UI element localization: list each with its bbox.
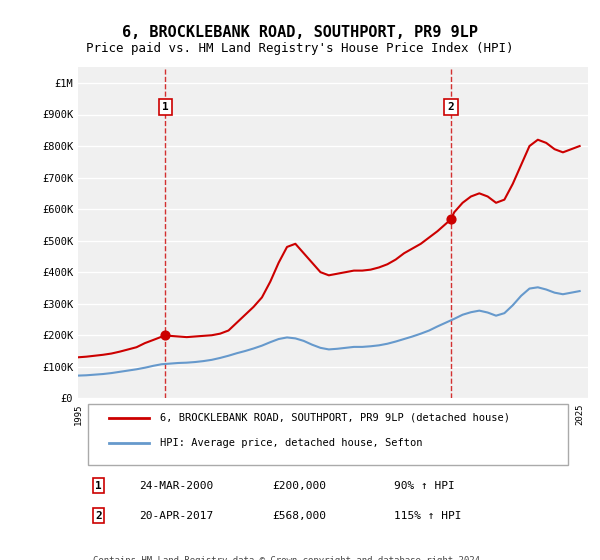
Text: £568,000: £568,000 bbox=[272, 511, 326, 521]
Text: 24-MAR-2000: 24-MAR-2000 bbox=[139, 480, 214, 491]
Text: 1: 1 bbox=[95, 480, 102, 491]
Text: 6, BROCKLEBANK ROAD, SOUTHPORT, PR9 9LP (detached house): 6, BROCKLEBANK ROAD, SOUTHPORT, PR9 9LP … bbox=[160, 413, 509, 423]
FancyBboxPatch shape bbox=[88, 404, 568, 465]
Text: 90% ↑ HPI: 90% ↑ HPI bbox=[394, 480, 455, 491]
Text: £200,000: £200,000 bbox=[272, 480, 326, 491]
Text: 6, BROCKLEBANK ROAD, SOUTHPORT, PR9 9LP: 6, BROCKLEBANK ROAD, SOUTHPORT, PR9 9LP bbox=[122, 25, 478, 40]
Text: 1: 1 bbox=[162, 102, 169, 112]
Text: 115% ↑ HPI: 115% ↑ HPI bbox=[394, 511, 462, 521]
Point bbox=[161, 331, 170, 340]
Text: Contains HM Land Registry data © Crown copyright and database right 2024.
This d: Contains HM Land Registry data © Crown c… bbox=[94, 556, 485, 560]
Point bbox=[446, 214, 456, 223]
Text: HPI: Average price, detached house, Sefton: HPI: Average price, detached house, Seft… bbox=[160, 438, 422, 449]
Text: 2: 2 bbox=[95, 511, 102, 521]
Text: Price paid vs. HM Land Registry's House Price Index (HPI): Price paid vs. HM Land Registry's House … bbox=[86, 42, 514, 55]
Text: 20-APR-2017: 20-APR-2017 bbox=[139, 511, 214, 521]
Text: 2: 2 bbox=[448, 102, 454, 112]
